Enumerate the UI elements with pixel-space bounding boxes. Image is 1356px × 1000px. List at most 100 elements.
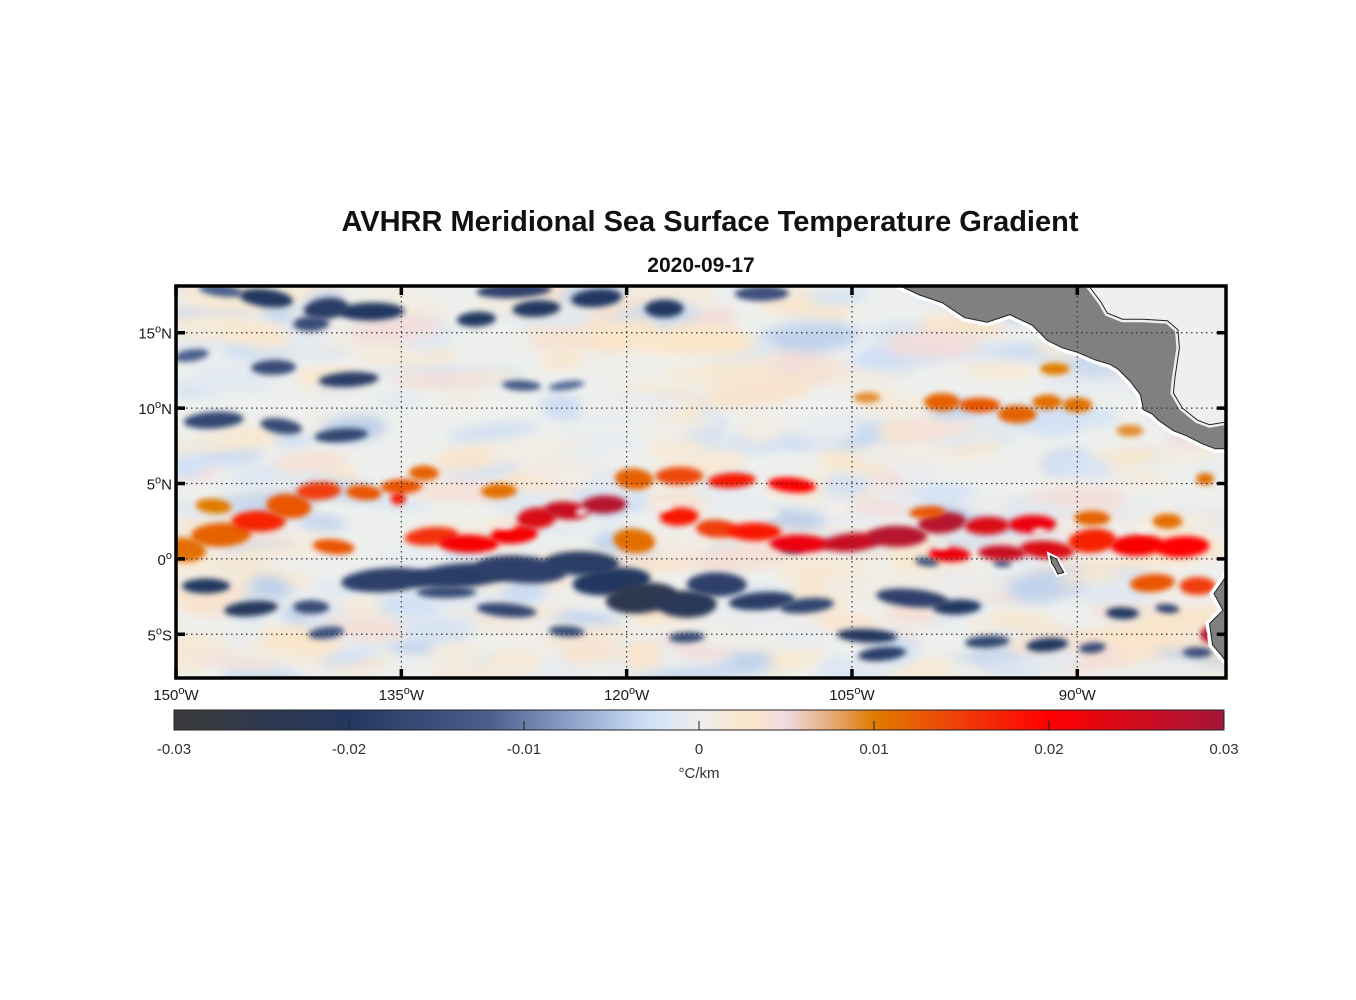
cold-gradient-patch: [376, 594, 443, 620]
cold-gradient-patch: [1154, 650, 1226, 666]
cold-gradient-patch: [644, 299, 684, 318]
warm-gradient-patch: [324, 616, 409, 641]
warm-gradient-patch: [652, 414, 723, 434]
x-axis-labels: 150oW 135oW 120oW 105oW 90oW: [153, 685, 1096, 704]
cold-gradient-patch: [876, 588, 949, 608]
warm-gradient-patch: [695, 519, 738, 538]
cold-gradient-patch: [910, 485, 979, 500]
warm-gradient-patch: [544, 501, 590, 520]
colorbar-tick-label: -0.03: [157, 741, 191, 758]
warm-gradient-patch: [1129, 573, 1175, 593]
warm-gradient-patch: [312, 539, 355, 555]
colorbar-unit-label: °C/km: [679, 765, 720, 782]
warm-gradient-patch: [427, 662, 518, 678]
warm-gradient-patch: [867, 442, 954, 463]
cold-gradient-patch: [314, 428, 369, 443]
warm-gradient-patch: [948, 561, 1001, 580]
warm-gradient-patch: [1074, 510, 1111, 526]
map-panel: [176, 286, 1226, 678]
warm-gradient-patch: [1116, 424, 1144, 437]
warm-gradient-patch: [191, 522, 252, 547]
cold-gradient-patch: [476, 555, 567, 584]
cold-gradient-patch: [730, 648, 771, 671]
cold-gradient-patch: [734, 286, 789, 302]
warm-gradient-patch: [1155, 536, 1210, 558]
warm-gradient-patch: [481, 483, 517, 499]
warm-gradient-patch: [559, 639, 621, 664]
warm-gradient-patch: [707, 472, 756, 489]
cold-gradient-patch: [373, 391, 423, 409]
warm-gradient-patch: [924, 393, 961, 412]
colorbar-tick-label: 0.01: [859, 741, 888, 758]
cold-gradient-patch: [512, 300, 561, 318]
cold-gradient-patch: [1026, 637, 1069, 652]
warm-gradient-patch: [390, 372, 488, 389]
cold-gradient-patch: [308, 626, 345, 640]
colorbar-tick-label: -0.02: [332, 741, 366, 758]
colorbar-tick-label: 0.02: [1034, 741, 1063, 758]
galapagos-island: [1049, 554, 1065, 575]
cold-gradient-patch: [295, 515, 347, 530]
neutral-gap-patch: [1137, 524, 1153, 533]
warm-gradient-patch: [1106, 645, 1194, 666]
cold-gradient-patch: [900, 459, 940, 490]
warm-gradient-patch: [972, 496, 1011, 516]
warm-gradient-patch: [189, 651, 278, 671]
warm-gradient-patch: [266, 493, 312, 519]
x-tick-label: 90oW: [1059, 685, 1097, 704]
cold-gradient-patch: [548, 380, 585, 391]
x-tick-label: 120oW: [604, 685, 650, 704]
warm-gradient-patch: [978, 545, 1027, 561]
cold-gradient-patch: [541, 393, 583, 421]
warm-gradient-patch: [220, 320, 292, 349]
cold-gradient-patch: [383, 615, 478, 643]
warm-gradient-patch: [655, 466, 704, 486]
warm-gradient-patch: [736, 415, 786, 444]
warm-gradient-patch: [621, 640, 663, 670]
cold-gradient-patch: [964, 635, 1010, 648]
cold-gradient-patch: [1078, 642, 1106, 654]
cold-gradient-patch: [338, 302, 405, 321]
cold-gradient-patch: [250, 575, 291, 599]
y-tick-label: 0o: [158, 550, 172, 569]
warm-gradient-patch: [658, 326, 756, 355]
warm-gradient-patch: [1179, 576, 1216, 596]
cold-gradient-patch: [1044, 454, 1112, 474]
warm-gradient-patch: [176, 437, 243, 458]
cold-gradient-patch: [1042, 367, 1114, 395]
y-tick-label: 5oN: [147, 475, 172, 494]
warm-gradient-patch: [959, 360, 1035, 380]
warm-gradient-patch: [884, 329, 982, 359]
axis-ticks: [174, 286, 1226, 678]
chart-subtitle: 2020-09-17: [647, 254, 755, 277]
warm-gradient-patch: [1097, 452, 1138, 468]
cold-gradient-patch: [293, 600, 330, 614]
cold-gradient-patch: [239, 288, 293, 308]
cold-gradient-patch: [571, 288, 623, 308]
warm-gradient-patch: [390, 492, 406, 505]
neutral-gap-patch: [1032, 527, 1048, 536]
colorbar-tick-label: 0.03: [1209, 741, 1238, 758]
warm-gradient-patch: [614, 468, 654, 490]
colorbar-tick-label: -0.01: [507, 741, 541, 758]
warm-gradient-patch: [1110, 534, 1165, 556]
warm-gradient-patch: [767, 477, 816, 493]
warm-gradient-patch: [540, 351, 583, 369]
cold-gradient-patch: [548, 625, 585, 637]
cold-gradient-patch: [318, 371, 379, 388]
warm-gradient-patch: [909, 506, 946, 519]
warm-gradient-patch: [592, 318, 661, 350]
warm-gradient-patch: [928, 546, 971, 562]
cold-gradient-patch: [634, 667, 743, 678]
cold-gradient-patch: [758, 322, 861, 353]
cold-gradient-patch: [176, 348, 209, 362]
cold-gradient-patch: [656, 590, 717, 618]
warm-gradient-patch: [964, 516, 1010, 535]
central-america-land: [899, 286, 1226, 450]
warm-gradient-patch: [1068, 528, 1117, 554]
cold-gradient-patch: [993, 559, 1012, 568]
cold-gradient-patch: [770, 621, 832, 652]
warm-gradient-patch: [349, 315, 441, 344]
warm-gradient-patch: [915, 579, 1016, 597]
